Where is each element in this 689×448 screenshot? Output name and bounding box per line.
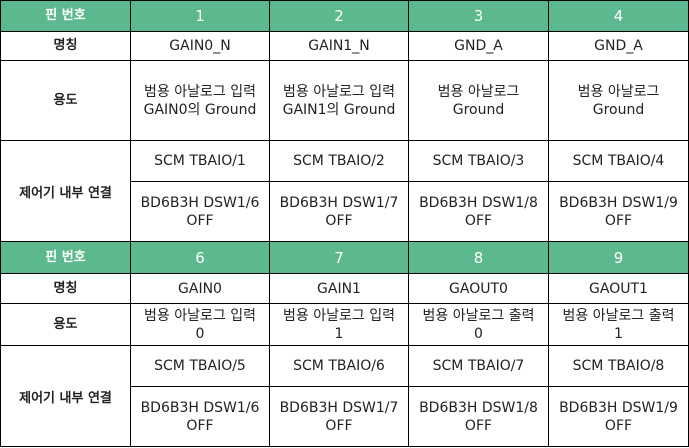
pin-usage: 범용 아날로그 출력 1 [549,304,689,346]
scm-connection: SCM TBAIO/1 [131,141,270,182]
pin-usage: 범용 아날로그 입력 GAIN1의 Ground [270,61,409,141]
scm-connection: SCM TBAIO/3 [409,141,549,182]
header-row: 핀 번호 6 7 8 9 [0,242,689,274]
pin-name: GND_A [409,32,549,61]
pin-name: GAIN0 [131,274,270,304]
scm-row: SCM TBAIO/5 SCM TBAIO/6 SCM TBAIO/7 SCM … [131,346,689,387]
name-row: 명칭 GAIN0_N GAIN1_N GND_A GND_A [0,32,689,61]
pin-number: 8 [409,242,549,274]
scm-row: SCM TBAIO/1 SCM TBAIO/2 SCM TBAIO/3 SCM … [131,141,689,182]
name-row: 명칭 GAIN0 GAIN1 GAOUT0 GAOUT1 [0,274,689,304]
pin-number: 1 [131,0,270,32]
row-label-usage: 용도 [0,304,131,346]
header-label: 핀 번호 [0,242,131,274]
scm-connection: SCM TBAIO/8 [549,346,689,387]
pin-name: GAOUT0 [409,274,549,304]
dsw-connection: BD6B3H DSW1/6 OFF [131,387,270,447]
pin-name: GAIN0_N [131,32,270,61]
dsw-row: BD6B3H DSW1/6 OFF BD6B3H DSW1/7 OFF BD6B3H… [131,387,689,447]
row-label-control: 제어기 내부 연결 [0,346,131,447]
dsw-connection: BD6B3H DSW1/6 OFF [131,182,270,242]
row-label-name: 명칭 [0,274,131,304]
pin-number: 9 [549,242,689,274]
usage-row: 용도 범용 아날로그 입력 0 범용 아날로그 입력 1 범용 아날로그 출력 0 범… [0,304,689,346]
pin-number: 2 [270,0,409,32]
pin-number: 4 [549,0,689,32]
pin-usage: 범용 아날로그 Ground [409,61,549,141]
pin-number: 6 [131,242,270,274]
header-label: 핀 번호 [0,0,131,32]
dsw-connection: BD6B3H DSW1/8 OFF [409,387,549,447]
scm-connection: SCM TBAIO/4 [549,141,689,182]
row-label-control: 제어기 내부 연결 [0,141,131,242]
pin-usage: 범용 아날로그 입력 1 [270,304,409,346]
usage-row: 용도 범용 아날로그 입력 GAIN0의 Ground 범용 아날로그 입력 GAI… [0,61,689,141]
pin-name: GAIN1_N [270,32,409,61]
scm-connection: SCM TBAIO/6 [270,346,409,387]
pin-usage: 범용 아날로그 Ground [549,61,689,141]
dsw-connection: BD6B3H DSW1/7 OFF [270,182,409,242]
pin-name: GAIN1 [270,274,409,304]
dsw-row: BD6B3H DSW1/6 OFF BD6B3H DSW1/7 OFF BD6B3H… [131,182,689,242]
scm-connection: SCM TBAIO/2 [270,141,409,182]
pin-usage: 범용 아날로그 입력 GAIN0의 Ground [131,61,270,141]
pin-number: 7 [270,242,409,274]
pin-name: GND_A [549,32,689,61]
pin-usage: 범용 아날로그 입력 0 [131,304,270,346]
scm-connection: SCM TBAIO/5 [131,346,270,387]
pin-number: 3 [409,0,549,32]
pin-name: GAOUT1 [549,274,689,304]
row-label-usage: 용도 [0,61,131,141]
scm-connection: SCM TBAIO/7 [409,346,549,387]
header-row: 핀 번호 1 2 3 4 [0,0,689,32]
row-label-name: 명칭 [0,32,131,61]
pin-usage: 범용 아날로그 출력 0 [409,304,549,346]
dsw-connection: BD6B3H DSW1/8 OFF [409,182,549,242]
dsw-connection: BD6B3H DSW1/9 OFF [549,387,689,447]
dsw-connection: BD6B3H DSW1/9 OFF [549,182,689,242]
dsw-connection: BD6B3H DSW1/7 OFF [270,387,409,447]
